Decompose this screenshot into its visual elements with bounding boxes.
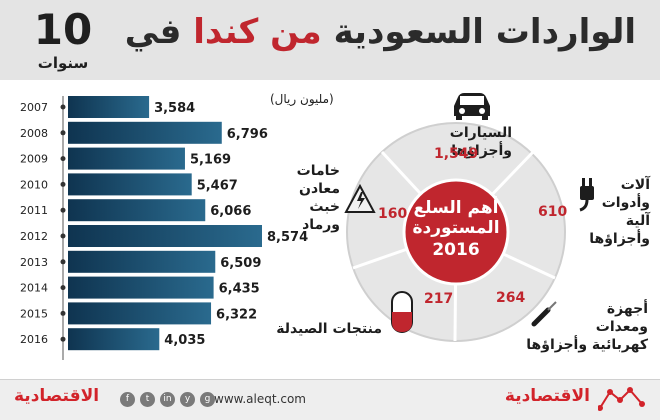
- header-band: الواردات السعودية من كندا في 10 سنوات: [0, 0, 660, 80]
- machines-label: آلات وأدوات آلية وأجزاؤها: [589, 177, 650, 247]
- unit-label: (مليون ريال): [270, 92, 334, 106]
- bar-2013: [68, 250, 216, 273]
- year-label: 2015: [20, 307, 48, 320]
- bar-value-label: 6,796: [227, 127, 268, 142]
- axis-dot: [60, 207, 66, 213]
- axis-dot: [60, 310, 66, 316]
- logo-left: الاقتصادية: [14, 386, 100, 406]
- footer-bar: الاقتصادية f t in y g www.aleqt.com الاق…: [0, 379, 660, 420]
- machines-value: 610: [538, 204, 568, 220]
- pharma-label: منتجات الصيدلة: [276, 321, 382, 337]
- title-part1: الواردات السعودية: [333, 12, 636, 52]
- bar-value-label: 6,435: [219, 282, 260, 297]
- electrical-label: أجهزة ومعدات كهربائية وأجزاؤها: [526, 301, 648, 353]
- social-icons: f t in y g: [120, 392, 215, 407]
- bar-2012: [68, 225, 262, 247]
- site-url[interactable]: www.aleqt.com: [214, 392, 306, 406]
- year-label: 2014: [20, 282, 48, 295]
- year-label: 2010: [20, 178, 48, 191]
- center-line1: أهم السلع: [413, 198, 499, 218]
- bar-value-label: 4,035: [164, 333, 205, 348]
- facebook-icon[interactable]: f: [120, 392, 135, 407]
- center-title: أهم السلع المستوردة 2016: [408, 198, 504, 260]
- youtube-icon[interactable]: y: [180, 392, 195, 407]
- year-label: 2013: [20, 256, 48, 269]
- bar-value-label: 3,584: [154, 101, 195, 116]
- year-label: 2016: [20, 333, 48, 346]
- axis-dot: [60, 336, 66, 342]
- electrical-value: 264: [496, 290, 526, 306]
- bar-2015: [68, 302, 212, 325]
- screwdriver-icon: [531, 301, 557, 327]
- pharma-value: 217: [424, 291, 454, 307]
- cars-label: السيارات وأجزاؤها: [449, 125, 512, 159]
- page-title: الواردات السعودية من كندا في: [125, 12, 636, 52]
- linkedin-icon[interactable]: in: [160, 392, 175, 407]
- axis-dot: [60, 130, 66, 136]
- years-word: سنوات: [37, 54, 89, 72]
- center-circle: [402, 178, 510, 286]
- center-line3: 2016: [432, 240, 480, 260]
- years-number: 10: [33, 5, 93, 54]
- bar-2011: [68, 199, 206, 222]
- year-label: 2009: [20, 153, 48, 166]
- trend-line-icon: [598, 387, 645, 411]
- ores-label: خامات معادن خبث ورماد: [296, 163, 340, 233]
- bar-2007: [68, 96, 150, 118]
- pill-icon: [391, 291, 413, 333]
- warning-icon: [344, 183, 376, 213]
- year-label: 2007: [20, 101, 48, 114]
- twitter-icon[interactable]: t: [140, 392, 155, 407]
- bar-2016: [68, 328, 160, 351]
- axis-dot: [60, 104, 66, 110]
- bar-2014: [68, 276, 214, 299]
- bar-value-label: 5,169: [190, 153, 231, 168]
- logo-right: الاقتصادية: [504, 386, 590, 406]
- title-part3: في: [124, 12, 182, 52]
- bar-2009: [68, 147, 185, 170]
- bar-value-label: 6,509: [220, 256, 261, 271]
- bar-value-label: 6,322: [216, 307, 257, 322]
- bar-2010: [68, 173, 192, 196]
- year-label: 2011: [20, 204, 48, 217]
- axis-dot: [60, 285, 66, 291]
- axis-dot: [60, 156, 66, 162]
- bar-value-label: 8,574: [267, 230, 308, 245]
- axis-dot: [60, 233, 66, 239]
- ores-value: 160: [378, 206, 408, 222]
- car-icon: [454, 93, 490, 120]
- cars-value: 1,549: [434, 146, 479, 162]
- year-label: 2012: [20, 230, 48, 243]
- plug-icon: [579, 178, 594, 212]
- year-label: 2008: [20, 127, 48, 140]
- title-part2: من كندا: [193, 12, 322, 52]
- axis-dot: [60, 181, 66, 187]
- axis-dot: [60, 259, 66, 265]
- center-line2: المستوردة: [412, 218, 500, 238]
- bar-value-label: 6,066: [210, 204, 251, 219]
- bar-2008: [68, 121, 222, 144]
- google-icon[interactable]: g: [200, 392, 215, 407]
- bar-value-label: 5,467: [197, 178, 238, 193]
